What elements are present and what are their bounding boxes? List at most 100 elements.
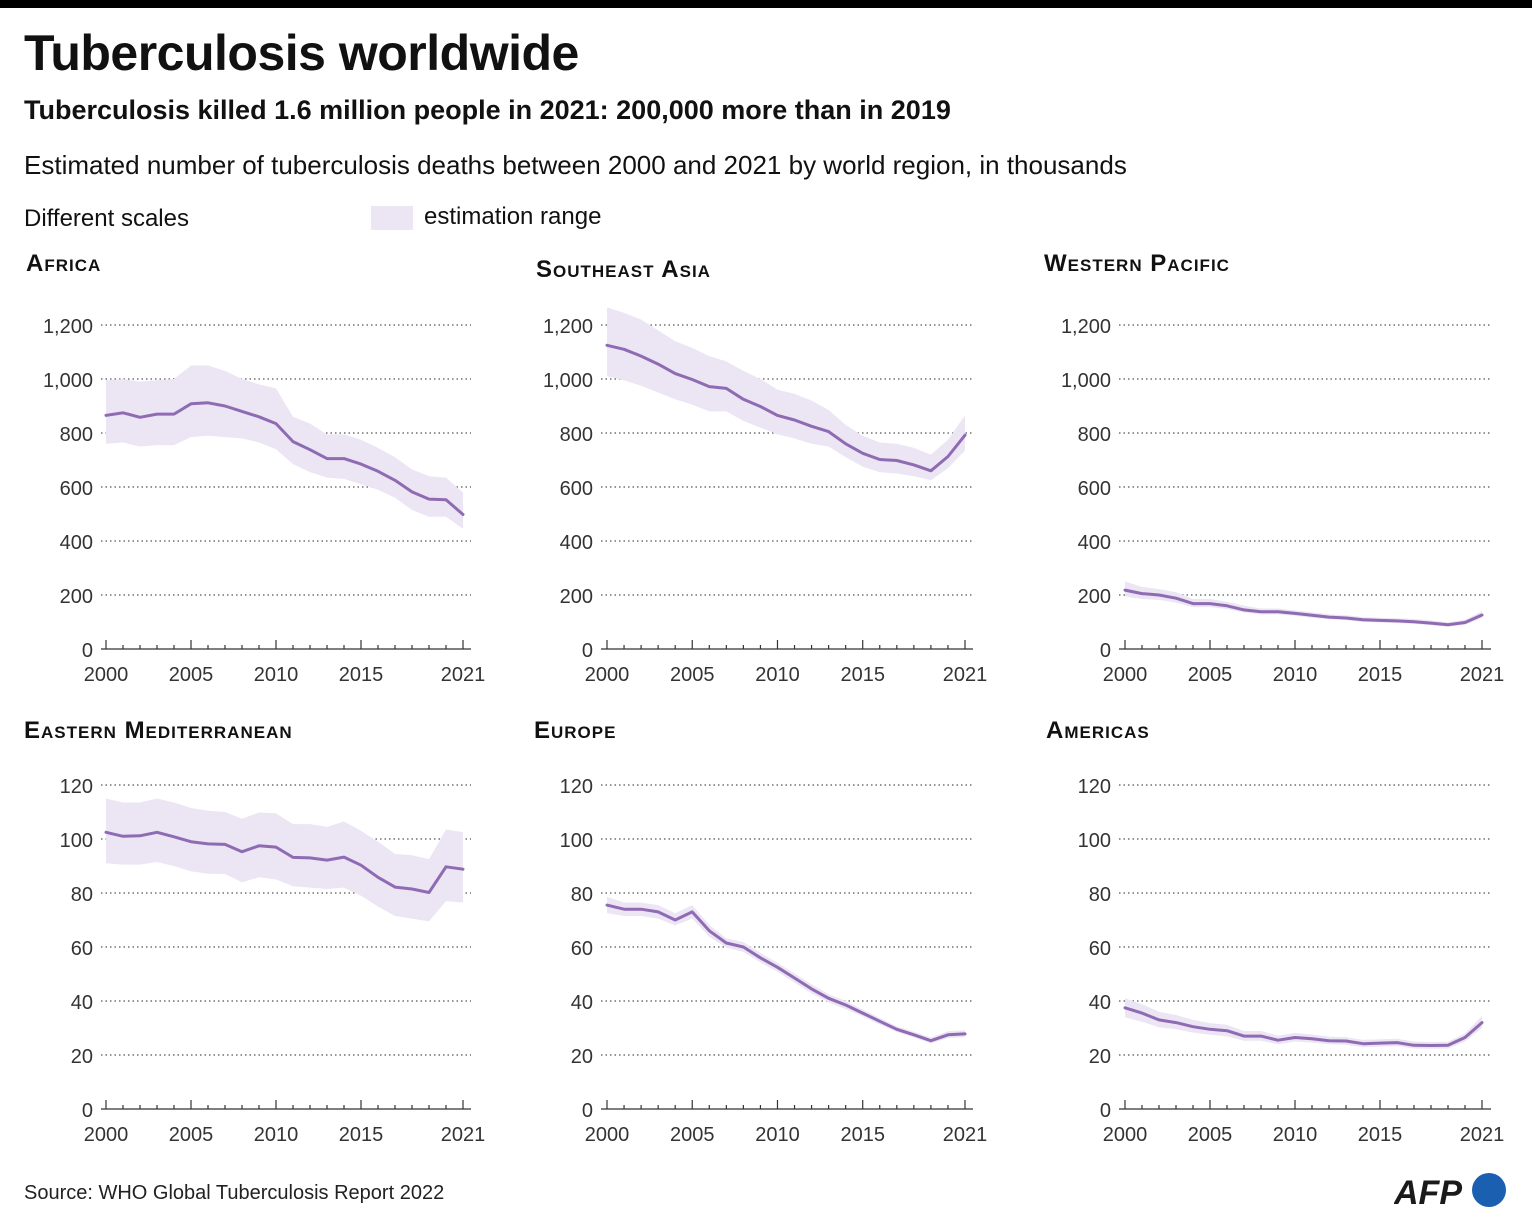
y-tick-label: 1,200 bbox=[543, 316, 593, 338]
x-tick-label: 2015 bbox=[1358, 664, 1403, 686]
y-tick-label: 20 bbox=[71, 1046, 93, 1068]
x-tick-label: 2021 bbox=[441, 1124, 486, 1146]
y-tick-label: 400 bbox=[1078, 532, 1111, 554]
y-tick-label: 80 bbox=[71, 884, 93, 906]
chart-western-pacific: 0 200 400 600 800 1,000 1,200 2000 2005 2010 2015 2… bbox=[1061, 316, 1504, 686]
x-tick-label: 2010 bbox=[254, 1124, 299, 1146]
y-tick-label: 120 bbox=[60, 776, 93, 798]
x-tick-label: 2000 bbox=[84, 664, 129, 686]
x-tick-label: 2010 bbox=[755, 664, 800, 686]
chart-eastern-mediterranean: 0 20 40 60 80 100 120 2000 2005 2010 2015 2021 bbox=[60, 776, 486, 1146]
x-tick-label: 2021 bbox=[943, 664, 988, 686]
legend-swatch-estimation-range bbox=[371, 206, 413, 230]
x-tick-label: 2015 bbox=[840, 664, 885, 686]
y-tick-label: 40 bbox=[71, 992, 93, 1014]
deaths-line bbox=[605, 343, 967, 473]
x-tick-label: 2005 bbox=[169, 664, 214, 686]
y-tick-label: 120 bbox=[1078, 776, 1111, 798]
y-tick-label: 1,200 bbox=[43, 316, 93, 338]
y-tick-label: 0 bbox=[1100, 640, 1111, 662]
source-note: Source: WHO Global Tuberculosis Report 2… bbox=[24, 1182, 445, 1204]
deaths-line bbox=[605, 903, 967, 1043]
y-tick-label: 20 bbox=[571, 1046, 593, 1068]
estimation-range-band bbox=[607, 307, 965, 481]
x-tick-label: 2015 bbox=[840, 1124, 885, 1146]
y-tick-label: 200 bbox=[60, 586, 93, 608]
y-tick-label: 400 bbox=[60, 532, 93, 554]
x-tick-label: 2000 bbox=[1103, 1124, 1148, 1146]
x-tick-label: 2021 bbox=[943, 1124, 988, 1146]
y-tick-label: 100 bbox=[560, 830, 593, 852]
top-rule bbox=[0, 0, 1532, 8]
afp-logo-text: AFP bbox=[1394, 1174, 1462, 1212]
x-tick-label: 2015 bbox=[339, 664, 384, 686]
y-tick-label: 800 bbox=[1078, 424, 1111, 446]
deaths-line bbox=[1123, 588, 1484, 627]
y-tick-label: 0 bbox=[582, 1100, 593, 1122]
y-tick-label: 1,000 bbox=[43, 370, 93, 392]
panel-title-eastern-mediterranean: Eastern Mediterranean bbox=[24, 717, 293, 744]
y-tick-label: 600 bbox=[1078, 478, 1111, 500]
y-tick-label: 80 bbox=[571, 884, 593, 906]
y-tick-label: 100 bbox=[60, 830, 93, 852]
x-tick-label: 2005 bbox=[670, 1124, 715, 1146]
x-tick-label: 2000 bbox=[84, 1124, 129, 1146]
estimation-range-band bbox=[106, 365, 463, 529]
panel-title-western-pacific: Western Pacific bbox=[1044, 250, 1230, 277]
x-tick-label: 2005 bbox=[670, 664, 715, 686]
y-tick-label: 600 bbox=[560, 478, 593, 500]
x-tick-label: 2010 bbox=[1273, 664, 1318, 686]
y-tick-label: 40 bbox=[571, 992, 593, 1014]
x-tick-label: 2010 bbox=[755, 1124, 800, 1146]
deaths-line bbox=[104, 830, 465, 894]
y-tick-label: 0 bbox=[1100, 1100, 1111, 1122]
y-tick-label: 400 bbox=[560, 532, 593, 554]
x-tick-label: 2005 bbox=[1188, 664, 1233, 686]
x-tick-label: 2000 bbox=[1103, 664, 1148, 686]
afp-logo-dot bbox=[1472, 1173, 1506, 1207]
panel-title-europe: Europe bbox=[534, 717, 617, 744]
scales-note: Different scales bbox=[24, 205, 189, 232]
x-tick-label: 2000 bbox=[585, 664, 630, 686]
afp-logo: AFP bbox=[1394, 1173, 1506, 1212]
y-tick-label: 120 bbox=[560, 776, 593, 798]
chart-description: Estimated number of tuberculosis deaths … bbox=[24, 150, 1127, 180]
panel-title-southeast-asia: Southeast Asia bbox=[536, 256, 711, 283]
x-tick-label: 2021 bbox=[1460, 664, 1505, 686]
x-tick-label: 2000 bbox=[585, 1124, 630, 1146]
x-tick-label: 2005 bbox=[1188, 1124, 1233, 1146]
y-tick-label: 800 bbox=[560, 424, 593, 446]
x-tick-label: 2010 bbox=[254, 664, 299, 686]
x-tick-label: 2021 bbox=[441, 664, 486, 686]
chart-europe: 0 20 40 60 80 100 120 2000 2005 2010 2015 2021 bbox=[560, 776, 988, 1146]
y-tick-label: 800 bbox=[60, 424, 93, 446]
chart-southeast-asia: 0 200 400 600 800 1,000 1,200 2000 2005 2010 2015 2… bbox=[543, 307, 987, 686]
y-tick-label: 0 bbox=[582, 640, 593, 662]
panel-title-africa: Africa bbox=[26, 250, 102, 277]
y-tick-label: 80 bbox=[1089, 884, 1111, 906]
y-tick-label: 60 bbox=[571, 938, 593, 960]
deaths-line bbox=[1123, 1006, 1484, 1047]
page-subtitle: Tuberculosis killed 1.6 million people i… bbox=[24, 95, 951, 125]
estimation-range-band bbox=[106, 798, 463, 922]
estimation-range-band bbox=[607, 897, 965, 1044]
y-tick-label: 600 bbox=[60, 478, 93, 500]
y-tick-label: 100 bbox=[1078, 830, 1111, 852]
estimation-range-band bbox=[1125, 581, 1482, 627]
x-tick-label: 2015 bbox=[1358, 1124, 1403, 1146]
legend-label: estimation range bbox=[424, 203, 602, 230]
y-tick-label: 40 bbox=[1089, 992, 1111, 1014]
y-tick-label: 60 bbox=[1089, 938, 1111, 960]
y-tick-label: 1,000 bbox=[1061, 370, 1111, 392]
chart-africa: 0 200 400 600 800 1,000 1,200 2000 2005 2010 2015 2… bbox=[43, 316, 485, 686]
chart-americas: 0 20 40 60 80 100 120 2000 2005 2010 2015 2021 bbox=[1078, 776, 1505, 1146]
x-tick-label: 2015 bbox=[339, 1124, 384, 1146]
y-tick-label: 0 bbox=[82, 1100, 93, 1122]
y-tick-label: 20 bbox=[1089, 1046, 1111, 1068]
x-tick-label: 2005 bbox=[169, 1124, 214, 1146]
panel-title-americas: Americas bbox=[1046, 717, 1150, 744]
x-tick-label: 2021 bbox=[1460, 1124, 1505, 1146]
y-tick-label: 1,000 bbox=[543, 370, 593, 392]
y-tick-label: 1,200 bbox=[1061, 316, 1111, 338]
